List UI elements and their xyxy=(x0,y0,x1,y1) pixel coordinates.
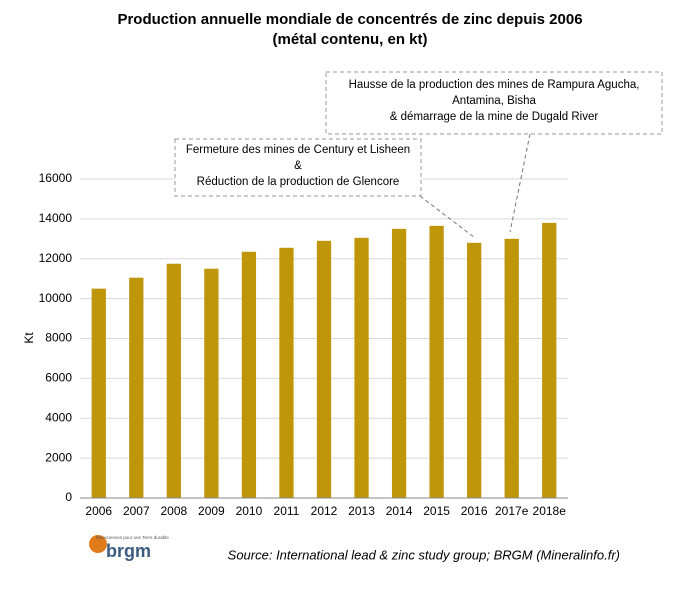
bar xyxy=(91,288,106,498)
x-tick-label: 2006 xyxy=(85,504,112,518)
chart-title: Production annuelle mondiale de concentr… xyxy=(117,11,582,28)
x-tick-label: 2009 xyxy=(198,504,225,518)
x-tick-label: 2018e xyxy=(533,504,567,518)
x-tick-label: 2015 xyxy=(423,504,450,518)
source: Source: International lead & zinc study … xyxy=(228,547,620,562)
y-tick-label: 16000 xyxy=(39,171,73,185)
x-tick-label: 2011 xyxy=(274,504,300,518)
bar xyxy=(279,247,294,498)
annotation: Fermeture des mines de Century et Lishee… xyxy=(186,144,410,156)
annotation: Réduction de la production de Glencore xyxy=(197,176,400,188)
x-tick-label: 2012 xyxy=(311,504,338,518)
bar xyxy=(504,238,519,498)
bar xyxy=(129,277,144,498)
x-tick-label: 2013 xyxy=(348,504,375,518)
bar xyxy=(429,225,444,498)
x-tick-label: 2017e xyxy=(495,504,529,518)
annotation: & démarrage de la mine de Dugald River xyxy=(390,111,599,123)
annotation-box xyxy=(174,138,422,197)
y-tick-label: 4000 xyxy=(45,410,72,424)
logo-mark xyxy=(89,535,107,553)
bar xyxy=(354,237,369,499)
annotation: Hausse de la production des mines de Ram… xyxy=(349,79,640,91)
annotation: Antamina, Bisha xyxy=(452,95,536,107)
bar xyxy=(204,268,219,498)
y-tick-label: 14000 xyxy=(39,211,73,225)
x-tick-label: 2016 xyxy=(461,504,488,518)
leader-line xyxy=(419,195,476,239)
bar xyxy=(467,242,482,498)
y-tick-label: 2000 xyxy=(45,450,72,464)
chart-title: (métal contenu, en kt) xyxy=(272,31,427,48)
logo-name: brgm xyxy=(106,541,151,561)
y-tick-label: 10000 xyxy=(39,291,73,305)
y-tick-label: 8000 xyxy=(45,331,72,345)
bar xyxy=(166,263,181,498)
x-tick-label: 2010 xyxy=(236,504,263,518)
annotation: & xyxy=(294,160,302,172)
bar xyxy=(542,222,557,499)
bar xyxy=(316,240,332,498)
annotation-box xyxy=(325,71,663,135)
bar xyxy=(391,228,407,498)
x-tick-label: 2008 xyxy=(160,504,187,518)
x-tick-label: 2014 xyxy=(386,504,413,518)
leader-line xyxy=(509,133,531,233)
y-tick-label: 6000 xyxy=(45,371,72,385)
y-tick-label: 12000 xyxy=(39,251,73,265)
x-tick-label: 2007 xyxy=(123,504,150,518)
logo-tagline: Géosciences pour une Terre durable xyxy=(96,535,169,540)
y-axis-label: Kt xyxy=(22,332,36,344)
bar xyxy=(241,251,257,498)
y-tick-label: 0 xyxy=(65,490,72,504)
